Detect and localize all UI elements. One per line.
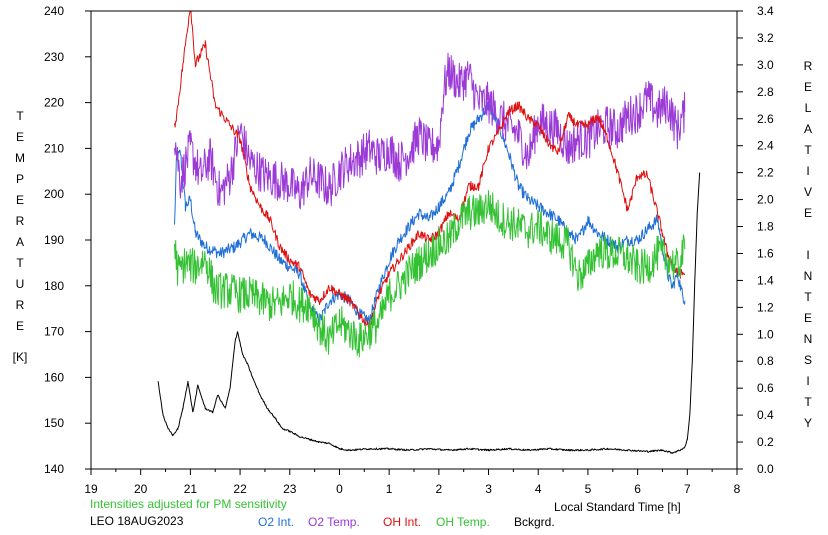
station-date-label: LEO 18AUG2023 (90, 514, 184, 528)
x-tick-label: 19 (84, 482, 98, 496)
series-line-oh-temp (174, 190, 686, 358)
right-tick-label: 2.6 (757, 112, 774, 126)
axis-label-letter: R (803, 59, 813, 73)
axis-label-letter: E (803, 311, 812, 325)
left-tick-label: 200 (44, 187, 64, 201)
right-tick-label: 3.4 (757, 4, 774, 18)
axis-label-letter: T (804, 143, 812, 157)
axis-label-letter: U (15, 277, 25, 291)
x-tick-label: 6 (634, 482, 641, 496)
axis-label-letter: N (803, 269, 813, 283)
axis-label-letter: A (803, 122, 812, 136)
left-axis-unit: [K] (12, 350, 28, 364)
x-tick-label: 23 (283, 482, 297, 496)
x-tick-label: 8 (734, 482, 741, 496)
axis-label-letter: A (15, 235, 24, 249)
axis-label-letter: L (804, 101, 812, 115)
x-tick-label: 5 (585, 482, 592, 496)
right-tick-label: 3.0 (757, 58, 774, 72)
left-tick-label: 190 (44, 233, 64, 247)
axis-label-letter: T (16, 109, 24, 123)
left-tick-label: 210 (44, 141, 64, 155)
left-tick-label: 220 (44, 96, 64, 110)
x-tick-label: 4 (535, 482, 542, 496)
left-axis-label: T E M P E R A T U R E [K] (13, 106, 30, 368)
x-tick-label: 22 (233, 482, 247, 496)
right-tick-label: 2.2 (757, 166, 774, 180)
axis-label-letter (801, 224, 815, 245)
right-tick-label: 2.4 (757, 139, 774, 153)
axis-label-letter: M (15, 151, 25, 165)
series-line-o2-temp (174, 52, 686, 210)
axis-label-letter: T (804, 290, 812, 304)
axis-label-letter: S (803, 353, 812, 367)
axis-label-letter: N (803, 332, 813, 346)
right-tick-label: 3.2 (757, 31, 774, 45)
right-tick-label: 0.2 (757, 435, 774, 449)
right-tick-label: 0.4 (757, 408, 774, 422)
right-tick-label: 0.0 (757, 462, 774, 476)
x-tick-label: 2 (436, 482, 443, 496)
axis-label-letter: V (803, 185, 812, 199)
series-line-oh-int (174, 10, 686, 333)
x-axis-label: Local Standard Time [h] (554, 500, 681, 514)
axis-label-letter: I (806, 248, 810, 262)
axis-label-letter: E (803, 80, 812, 94)
sensitivity-note: Intensities adjusted for PM sensitivity (90, 497, 287, 511)
x-tick-label: 1 (386, 482, 393, 496)
right-tick-label: 2.0 (757, 193, 774, 207)
axis-label-letter: T (804, 395, 812, 409)
left-tick-label: 170 (44, 325, 64, 339)
legend-oh-temp: OH Temp. (436, 515, 490, 529)
axis-label-letter: R (15, 298, 25, 312)
left-tick-label: 180 (44, 279, 64, 293)
axis-label-letter: P (15, 172, 24, 186)
axis-label-letter: E (15, 193, 24, 207)
legend-background: Bckgrd. (514, 515, 555, 529)
axis-label-letter: Y (803, 416, 812, 430)
right-tick-label: 1.0 (757, 327, 774, 341)
axis-label-letter: E (15, 319, 24, 333)
right-tick-label: 1.2 (757, 300, 774, 314)
x-tick-label: 3 (485, 482, 492, 496)
right-tick-label: 0.8 (757, 354, 774, 368)
right-tick-label: 1.6 (757, 246, 774, 260)
axis-label-letter: E (15, 130, 24, 144)
right-tick-label: 1.8 (757, 220, 774, 234)
right-tick-label: 1.4 (757, 273, 774, 287)
right-tick-label: 0.6 (757, 381, 774, 395)
axis-label-letter: T (16, 256, 24, 270)
legend-o2-int: O2 Int. (258, 515, 295, 529)
legend-o2-temp: O2 Temp. (308, 515, 360, 529)
right-tick-label: 2.8 (757, 85, 774, 99)
x-tick-label: 0 (336, 482, 343, 496)
x-tick-label: 7 (684, 482, 691, 496)
series-line-bckgrd (157, 172, 701, 454)
axis-label-letter: I (806, 164, 810, 178)
x-tick-label: 20 (134, 482, 148, 496)
left-tick-label: 240 (44, 4, 64, 18)
left-tick-label: 150 (44, 416, 64, 430)
left-tick-label: 160 (44, 370, 64, 384)
axis-label-letter: E (803, 206, 812, 220)
left-tick-label: 140 (44, 462, 64, 476)
axis-label-letter: I (806, 374, 810, 388)
left-tick-label: 230 (44, 50, 64, 64)
legend-oh-int: OH Int. (383, 515, 422, 529)
axis-label-letter: R (15, 214, 25, 228)
x-tick-label: 21 (184, 482, 198, 496)
